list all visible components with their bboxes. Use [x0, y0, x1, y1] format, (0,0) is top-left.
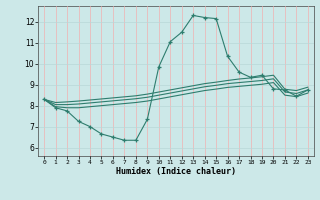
- X-axis label: Humidex (Indice chaleur): Humidex (Indice chaleur): [116, 167, 236, 176]
